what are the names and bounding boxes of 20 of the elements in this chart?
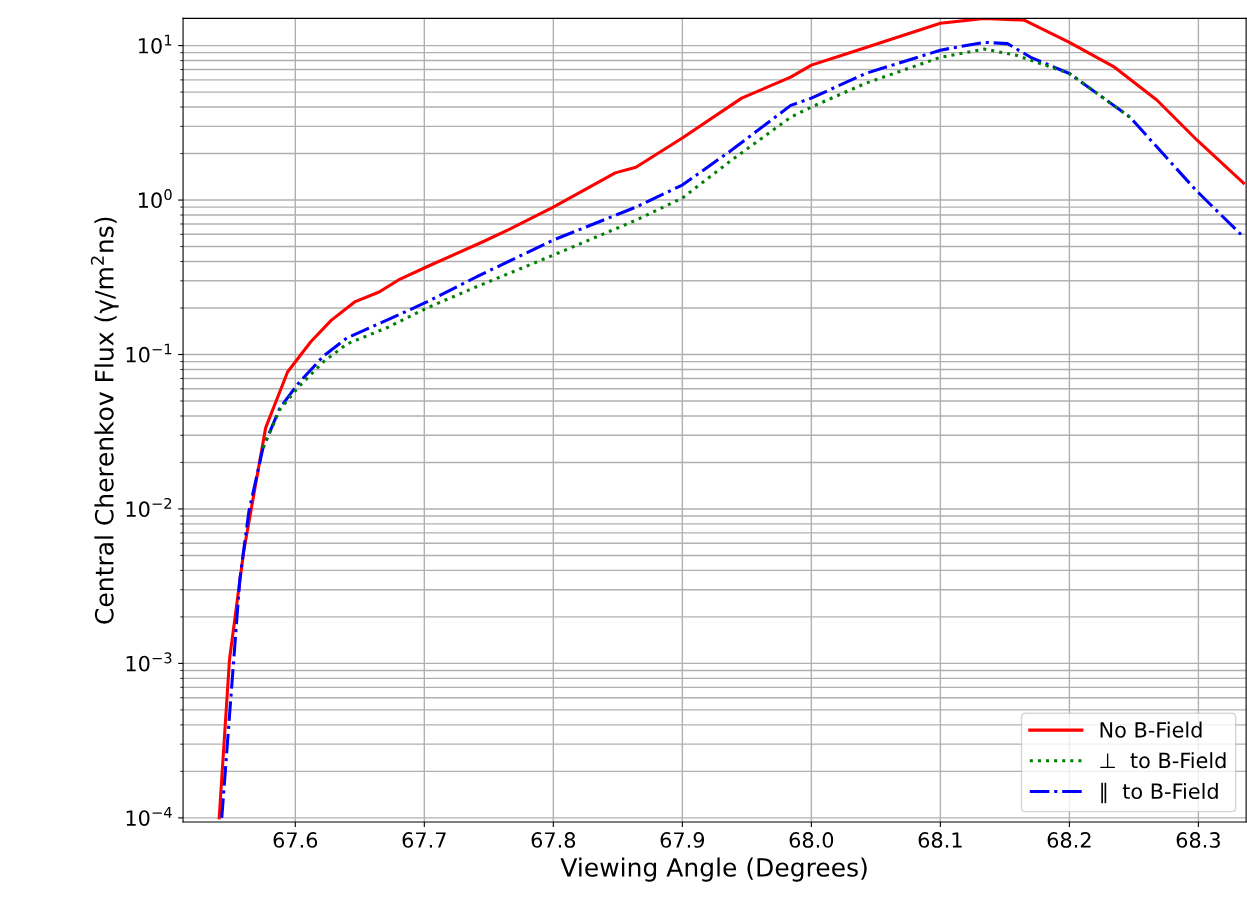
y-tick-label: 10$^{−4}$ [126, 807, 172, 826]
x-tick-label: 67.8 [531, 832, 576, 848]
x-tick-label: 68.1 [918, 832, 962, 848]
x-tick-label: 67.9 [660, 832, 705, 848]
y-tick-label: 10$^{−1}$ [126, 343, 172, 363]
x-tick-label: 68.2 [1047, 832, 1091, 848]
y-axis-title: Central Cherenkov Flux (γ/m$^{2}$ns) [90, 217, 119, 624]
x-tick-label: 67.6 [273, 832, 318, 848]
y-tick-label: 10$^{−2}$ [126, 497, 172, 518]
legend-label: ∥ to B-Field [1101, 782, 1218, 804]
y-tick-label: 10$^{0}$ [138, 189, 172, 209]
x-tick-label: 67.7 [402, 832, 446, 848]
legend-label: No B-Field [1100, 721, 1202, 738]
x-tick-label: 68.3 [1176, 832, 1220, 848]
x-axis-title: Viewing Angle (Degrees) [560, 857, 867, 882]
line-series [261, 47, 1132, 450]
y-tick-label: 10$^{−3}$ [126, 652, 172, 672]
x-tick-label: 68.0 [789, 832, 834, 848]
y-tick-label: 10$^{1}$ [138, 34, 172, 54]
legend-label: ⊥ to B-Field [1100, 752, 1226, 769]
